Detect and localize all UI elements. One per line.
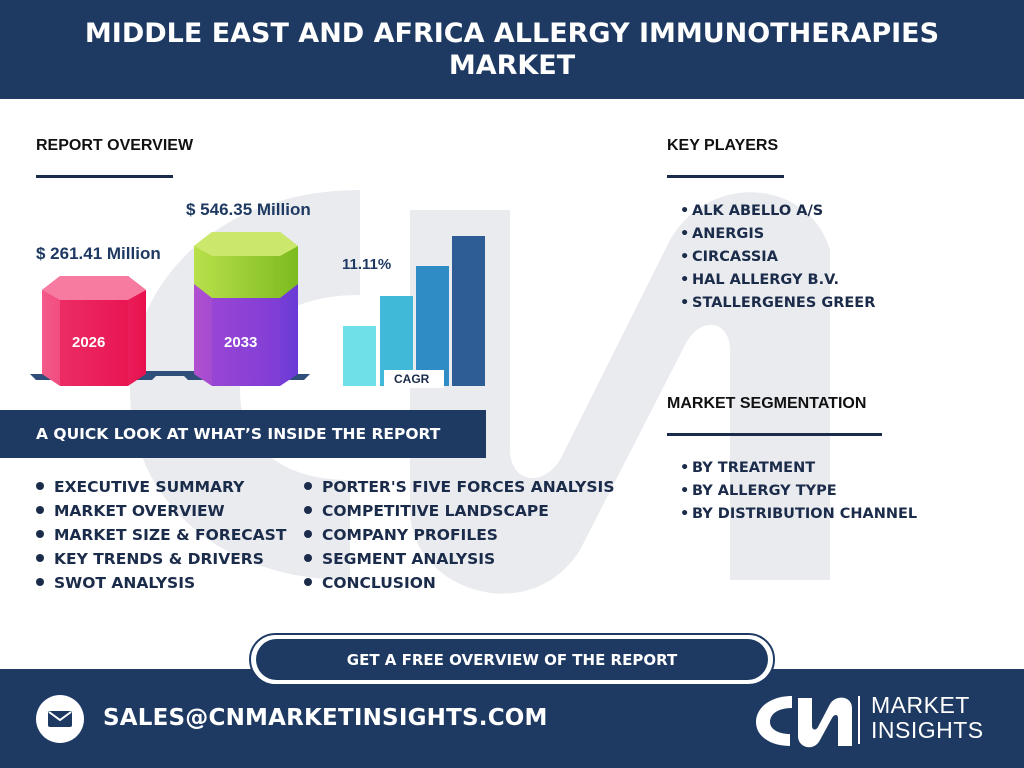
- list-item: • STALLERGENES GREER: [680, 295, 876, 311]
- value-2026: $ 261.41 Million: [36, 244, 161, 263]
- logo-line-2: INSIGHTS: [871, 717, 984, 743]
- list-item: • ALK ABELLO A/S: [680, 203, 824, 219]
- market-segmentation-title: MARKET SEGMENTATION: [667, 395, 867, 412]
- cn-watermark-logo: [130, 190, 830, 594]
- logo-wordmark: MARKET INSIGHTS: [871, 693, 984, 743]
- market-segmentation-underline: [667, 433, 882, 436]
- list-item: • CIRCASSIA: [680, 249, 778, 265]
- envelope-icon: [48, 711, 72, 727]
- key-players-title: KEY PLAYERS: [667, 137, 779, 154]
- cta-outline: GET A FREE OVERVIEW OF THE REPORT: [249, 633, 775, 686]
- cn-logo-icon: [756, 696, 852, 748]
- list-item: • BY TREATMENT: [680, 460, 816, 476]
- year-2026-label: 2026: [72, 334, 106, 351]
- list-item: CONCLUSION: [304, 571, 614, 595]
- list-item: MARKET SIZE & FORECAST: [36, 523, 286, 547]
- toc-column-1: EXECUTIVE SUMMARY MARKET OVERVIEW MARKET…: [36, 475, 286, 595]
- key-players-underline: [667, 175, 784, 178]
- list-item: SEGMENT ANALYSIS: [304, 547, 614, 571]
- market-segmentation-list: • BY TREATMENT • BY ALLERGY TYPE • BY DISTR…: [680, 457, 917, 526]
- logo-line-1: MARKET: [871, 692, 970, 718]
- key-players-list: • ALK ABELLO A/S • ANERGIS • CIRCASSIA • HAL…: [680, 200, 875, 315]
- mail-button[interactable]: [36, 695, 84, 743]
- list-item: KEY TRENDS & DRIVERS: [36, 547, 286, 571]
- list-item: • BY ALLERGY TYPE: [680, 483, 837, 499]
- free-overview-button[interactable]: GET A FREE OVERVIEW OF THE REPORT: [256, 639, 768, 680]
- toc-column-2: PORTER'S FIVE FORCES ANALYSIS COMPETITIV…: [304, 475, 614, 595]
- page-title: MIDDLE EAST AND AFRICA ALLERGY IMMUNOTHE…: [84, 17, 940, 81]
- list-item: COMPANY PROFILES: [304, 523, 614, 547]
- quick-look-banner: A QUICK LOOK AT WHAT’S INSIDE THE REPORT: [0, 410, 486, 458]
- list-item: • HAL ALLERGY B.V.: [680, 272, 839, 288]
- header-banner: MIDDLE EAST AND AFRICA ALLERGY IMMUNOTHE…: [0, 0, 1024, 99]
- list-item: PORTER'S FIVE FORCES ANALYSIS: [304, 475, 614, 499]
- value-2033: $ 546.35 Million: [186, 200, 311, 219]
- report-overview-underline: [36, 175, 173, 178]
- list-item: SWOT ANALYSIS: [36, 571, 286, 595]
- logo-divider: [858, 696, 860, 744]
- report-overview-title: REPORT OVERVIEW: [36, 137, 194, 154]
- year-2033-label: 2033: [224, 334, 258, 351]
- quick-look-title: A QUICK LOOK AT WHAT’S INSIDE THE REPORT: [36, 425, 441, 443]
- cagr-value: 11.11%: [342, 256, 392, 273]
- list-item: • ANERGIS: [680, 226, 765, 242]
- list-item: MARKET OVERVIEW: [36, 499, 286, 523]
- list-item: EXECUTIVE SUMMARY: [36, 475, 286, 499]
- cagr-label: CAGR: [394, 372, 430, 386]
- list-item: COMPETITIVE LANDSCAPE: [304, 499, 614, 523]
- sales-email-link[interactable]: SALES@CNMARKETINSIGHTS.COM: [103, 705, 548, 731]
- list-item: • BY DISTRIBUTION CHANNEL: [680, 506, 918, 522]
